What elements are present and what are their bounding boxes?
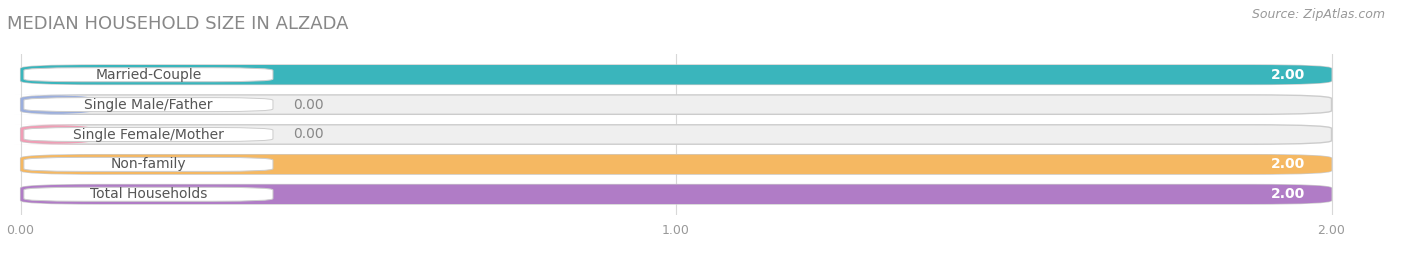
FancyBboxPatch shape bbox=[21, 185, 1331, 204]
Text: 0.00: 0.00 bbox=[292, 98, 323, 112]
FancyBboxPatch shape bbox=[14, 125, 100, 144]
Text: Total Households: Total Households bbox=[90, 187, 207, 201]
FancyBboxPatch shape bbox=[24, 68, 273, 82]
Text: Non-family: Non-family bbox=[111, 157, 186, 171]
FancyBboxPatch shape bbox=[21, 185, 1331, 204]
FancyBboxPatch shape bbox=[21, 125, 1331, 144]
FancyBboxPatch shape bbox=[24, 128, 273, 141]
FancyBboxPatch shape bbox=[21, 65, 1331, 84]
FancyBboxPatch shape bbox=[21, 155, 1331, 174]
FancyBboxPatch shape bbox=[24, 157, 273, 171]
FancyBboxPatch shape bbox=[24, 187, 273, 201]
Text: Single Female/Mother: Single Female/Mother bbox=[73, 128, 224, 141]
FancyBboxPatch shape bbox=[21, 155, 1331, 174]
FancyBboxPatch shape bbox=[21, 65, 1331, 84]
Text: 2.00: 2.00 bbox=[1271, 187, 1305, 201]
FancyBboxPatch shape bbox=[21, 95, 1331, 114]
Text: Single Male/Father: Single Male/Father bbox=[84, 98, 212, 112]
Text: MEDIAN HOUSEHOLD SIZE IN ALZADA: MEDIAN HOUSEHOLD SIZE IN ALZADA bbox=[7, 15, 349, 33]
Text: 2.00: 2.00 bbox=[1271, 68, 1305, 82]
FancyBboxPatch shape bbox=[24, 98, 273, 112]
Text: Married-Couple: Married-Couple bbox=[96, 68, 201, 82]
Text: 0.00: 0.00 bbox=[292, 128, 323, 141]
FancyBboxPatch shape bbox=[14, 95, 100, 114]
Text: 2.00: 2.00 bbox=[1271, 157, 1305, 171]
Text: Source: ZipAtlas.com: Source: ZipAtlas.com bbox=[1251, 8, 1385, 21]
